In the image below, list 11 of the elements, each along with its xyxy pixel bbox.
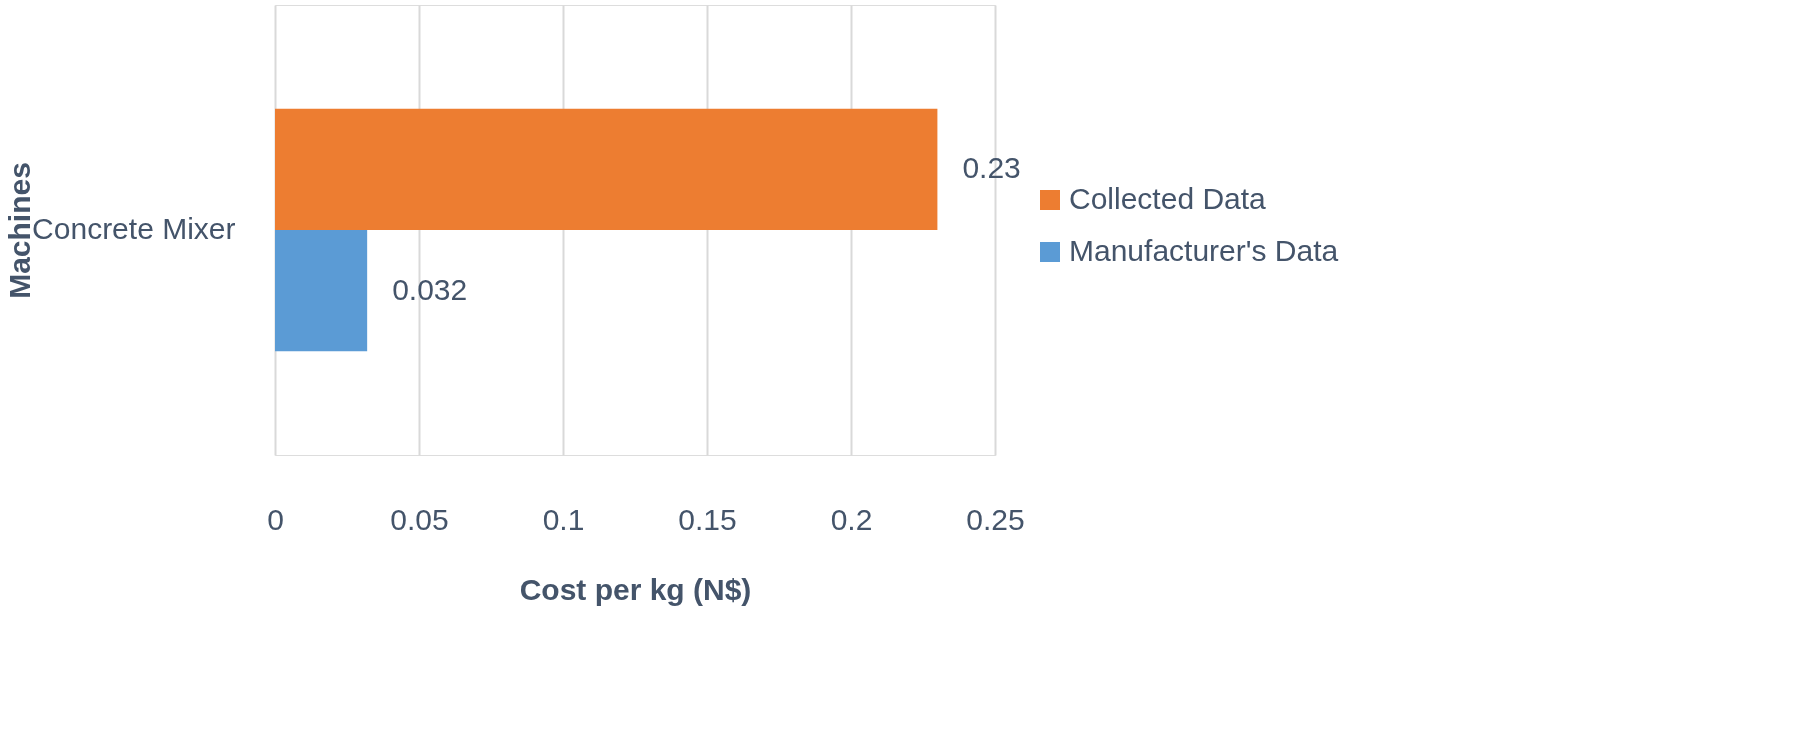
x-tick-label: 0.2 bbox=[830, 502, 873, 536]
data-label: 0.23 bbox=[962, 151, 1021, 185]
legend-label: Collected Data bbox=[1069, 182, 1267, 215]
x-tick-label: 0.1 bbox=[542, 502, 585, 536]
x-tick-label: 0 bbox=[267, 502, 284, 536]
x-tick-label: 0.25 bbox=[966, 502, 1025, 536]
x-axis-title: Cost per kg (N$) bbox=[519, 572, 752, 606]
x-tick-label: 0.05 bbox=[390, 502, 449, 536]
legend-label: Manufacturer's Data bbox=[1069, 234, 1339, 267]
x-tick-label: 0.15 bbox=[678, 502, 737, 536]
data-label: 0.032 bbox=[392, 272, 468, 306]
